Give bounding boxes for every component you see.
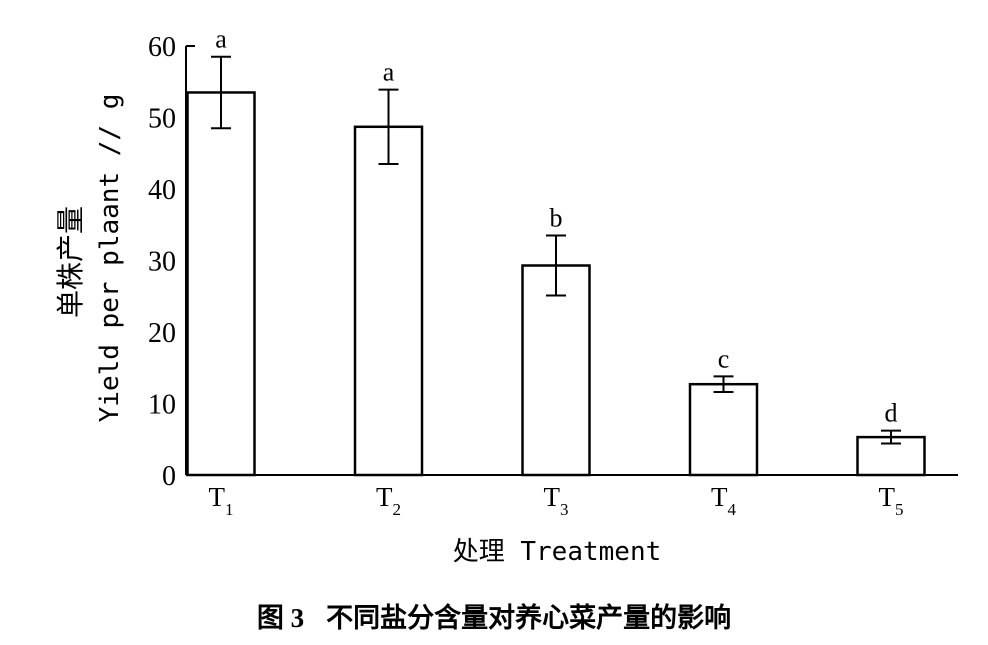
significance-letter: a [383, 58, 395, 87]
significance-letter: a [215, 25, 227, 54]
y-tick-label: 20 [148, 318, 176, 349]
y-axis-label-english: Yield per plaant // g [95, 94, 125, 423]
bar-chart: 0 10 20 30 40 50 60 a a b c d T1 T2 T3 T4 T5 单株产量 Yiel… [54, 25, 958, 567]
y-tick-label: 0 [162, 461, 176, 492]
significance-letter: c [718, 344, 730, 373]
significance-letter: b [550, 203, 563, 232]
y-tick-label: 60 [148, 32, 176, 63]
x-axis-label: 处理 Treatment [453, 537, 662, 567]
y-tick-label: 10 [148, 390, 176, 421]
x-tick-label: T5 [879, 482, 904, 519]
bar [521, 264, 591, 477]
x-tick-labels: T1 T2 T3 T4 T5 [209, 482, 904, 519]
x-tick-label: T1 [209, 482, 234, 519]
y-tick-label: 30 [148, 247, 176, 278]
y-axis-label-chinese: 单株产量 [54, 206, 87, 318]
y-tick-label: 50 [148, 104, 176, 135]
y-tick-label: 40 [148, 175, 176, 206]
figure-title: 不同盐分含量对养心菜产量的影响 [326, 603, 732, 634]
x-tick-label: T4 [711, 482, 737, 519]
y-ticks: 0 10 20 30 40 50 60 [148, 32, 195, 492]
bar [353, 125, 424, 477]
figure-caption: 图 3 不同盐分含量对养心菜产量的影响 [0, 596, 988, 635]
figure-number: 图 3 [256, 603, 305, 633]
bar [688, 382, 759, 477]
bars: a a b c d [186, 25, 926, 477]
x-tick-label: T2 [376, 482, 401, 519]
significance-letter: d [885, 399, 898, 428]
x-tick-label: T3 [544, 482, 569, 519]
bar [186, 91, 256, 477]
